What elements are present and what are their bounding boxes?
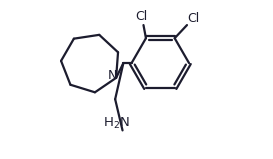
Text: N: N bbox=[108, 69, 117, 82]
Text: Cl: Cl bbox=[136, 10, 148, 23]
Text: Cl: Cl bbox=[188, 12, 200, 25]
Text: H$_2$N: H$_2$N bbox=[103, 115, 129, 131]
